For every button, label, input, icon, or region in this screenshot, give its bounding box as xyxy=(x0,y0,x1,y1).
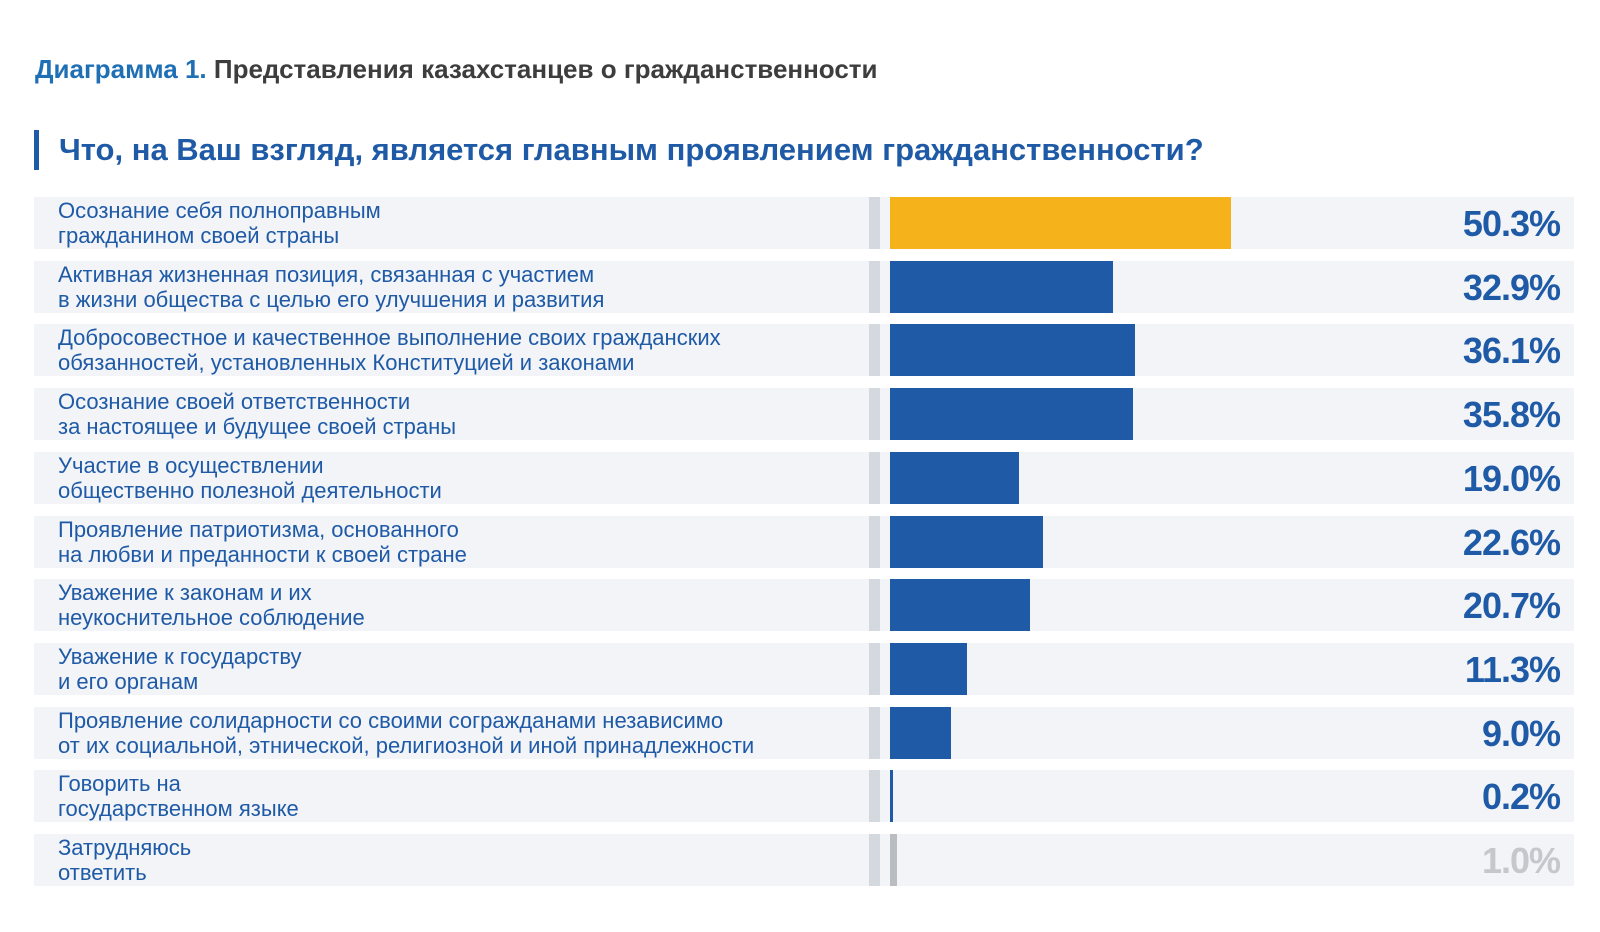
bar xyxy=(890,515,1044,568)
value-label: 32.9% xyxy=(1462,266,1561,308)
bar-chart: Осознание себя полноправным гражданином … xyxy=(34,0,1574,932)
category-label: Проявление солидарности со своими сограж… xyxy=(58,707,755,758)
row-divider xyxy=(869,260,880,313)
row-divider xyxy=(869,642,880,695)
bar xyxy=(890,324,1135,377)
value-label: 50.3% xyxy=(1462,203,1561,244)
chart-caption-text: Представления казахстанцев о гражданстве… xyxy=(213,54,878,84)
category-label: Осознание своей ответственности за насто… xyxy=(58,389,457,440)
bar xyxy=(890,834,897,886)
row-divider xyxy=(869,706,880,759)
category-label: Участие в осуществлении общественно поле… xyxy=(58,452,442,503)
chart-row: Затрудняюсь ответить 1.0% xyxy=(34,834,1574,886)
value-label: 19.0% xyxy=(1462,457,1561,499)
category-label: Затрудняюсь ответить xyxy=(58,835,192,885)
chart-row: Активная жизненная позиция, связанная с … xyxy=(34,260,1574,313)
row-divider xyxy=(869,451,880,504)
value-label: 36.1% xyxy=(1462,330,1561,372)
bar xyxy=(890,579,1031,632)
chart-caption-label: Диаграмма 1. xyxy=(35,54,207,84)
chart-row: Говорить на государственном языке 0.2% xyxy=(34,770,1574,823)
row-divider xyxy=(869,834,880,886)
value-label: 11.3% xyxy=(1464,648,1561,690)
value-label: 0.2% xyxy=(1481,776,1561,818)
category-label: Проявление патриотизма, основанного на л… xyxy=(58,516,467,567)
value-label: 1.0% xyxy=(1481,840,1561,881)
chart-row: Проявление патриотизма, основанного на л… xyxy=(34,515,1574,568)
row-divider xyxy=(869,324,880,377)
bar xyxy=(890,706,952,759)
category-label: Уважение к законам и их неукоснительное … xyxy=(58,580,365,631)
chart-row: Уважение к государству и его органам 11.3… xyxy=(34,642,1574,695)
category-label: Уважение к государству и его органам xyxy=(58,643,302,694)
bar xyxy=(890,388,1133,441)
chart-row: Добросовестное и качественное выполнение… xyxy=(34,324,1574,377)
chart-row: Участие в осуществлении общественно поле… xyxy=(34,451,1574,504)
row-divider xyxy=(869,197,880,249)
bar xyxy=(890,451,1019,504)
chart-row: Осознание своей ответственности за насто… xyxy=(34,388,1574,441)
value-label: 22.6% xyxy=(1462,521,1561,563)
row-divider xyxy=(869,388,880,441)
category-label: Активная жизненная позиция, связанная с … xyxy=(58,261,605,312)
bar xyxy=(890,197,1232,249)
bar xyxy=(890,642,967,695)
bar xyxy=(890,260,1114,313)
row-divider xyxy=(869,579,880,632)
chart-row: Уважение к законам и их неукоснительное … xyxy=(34,579,1574,632)
value-label: 35.8% xyxy=(1462,394,1561,436)
bar xyxy=(890,770,893,823)
chart-row: Осознание себя полноправным гражданином … xyxy=(34,197,1574,249)
row-divider xyxy=(869,770,880,823)
category-label: Говорить на государственном языке xyxy=(58,771,299,822)
value-label: 20.7% xyxy=(1462,585,1561,627)
category-label: Осознание себя полноправным гражданином … xyxy=(58,198,381,248)
category-label: Добросовестное и качественное выполнение… xyxy=(58,325,721,376)
value-label: 9.0% xyxy=(1481,712,1561,754)
chart-row: Проявление солидарности со своими сограж… xyxy=(34,706,1574,759)
chart-caption: Диаграмма 1. Представления казахстанцев … xyxy=(35,54,878,85)
row-divider xyxy=(869,515,880,568)
chart-title: Что, на Ваш взгляд, является главным про… xyxy=(34,130,1204,170)
